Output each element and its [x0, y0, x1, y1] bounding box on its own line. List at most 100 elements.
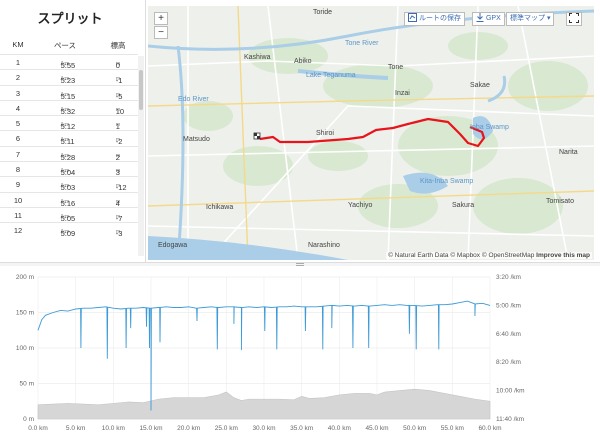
split-pace-value: 5:05	[60, 213, 76, 223]
split-row[interactable]: 11 5:05 /km -7 m	[0, 206, 138, 223]
split-pace-value: 5:16	[60, 198, 76, 208]
elevation-pace-chart[interactable]: 200 m 150 m 100 m 50 m 0 m 3:20 /km 5:00 /km 6:…	[0, 267, 600, 443]
map-type-select[interactable]: 標準マップ ▾	[506, 12, 555, 26]
x-tick-label: 40.0 km	[328, 425, 351, 432]
split-row[interactable]: 10 5:16 /km 4 m	[0, 191, 138, 208]
split-elevation: -1 m	[100, 73, 136, 85]
split-elevation-value: 1	[115, 122, 120, 132]
split-row[interactable]: 12 5:09 /km -3 m	[0, 222, 138, 239]
zoom-in-button[interactable]: +	[154, 12, 168, 25]
splits-header: KM ペース 標高	[0, 40, 138, 54]
split-km: 5	[15, 119, 21, 129]
split-pace-unit: /km	[60, 198, 70, 205]
map-attribution: © Natural Earth Data © Mapbox © OpenStre…	[386, 252, 592, 259]
split-row[interactable]: 9 5:03 /km -12 m	[0, 176, 138, 193]
split-pace-unit: /km	[60, 213, 70, 220]
split-elevation-unit: m	[115, 137, 121, 144]
header-km: KM	[12, 40, 24, 49]
split-elevation-unit: m	[115, 76, 121, 83]
header-elevation: 標高	[110, 41, 126, 50]
label-narashino: Narashino	[308, 242, 340, 249]
split-pace-value: 5:55	[60, 61, 76, 70]
x-tick-label: 45.0 km	[365, 425, 388, 432]
split-elevation: 3 m	[100, 165, 136, 178]
split-elevation-value: 2	[115, 152, 120, 162]
label-sakura: Sakura	[452, 202, 475, 209]
split-elevation: -5 m	[100, 89, 136, 101]
split-elevation-value: 0	[115, 61, 120, 70]
split-pace-value: 5:32	[60, 106, 76, 116]
zoom-out-button[interactable]: −	[154, 26, 168, 39]
save-route-label: ルートの保存	[418, 15, 461, 22]
header-pace: ペース	[53, 41, 77, 50]
split-pace-unit: /km	[60, 91, 70, 98]
split-pace: 5:23 /km	[44, 73, 86, 86]
split-row[interactable]: 7 5:28 /km 2 m	[0, 145, 138, 162]
split-elevation-unit: m	[115, 198, 121, 205]
y-left-tick-label: 200 m	[16, 274, 34, 281]
split-elevation: 0 m	[100, 58, 136, 70]
split-elevation: 4 m	[100, 196, 136, 208]
split-pace-value: 5:23	[60, 76, 76, 86]
split-elevation-value: 3	[115, 168, 120, 178]
x-tick-label: 55.0 km	[441, 425, 464, 432]
split-pace-value: 5:03	[60, 183, 76, 193]
split-pace-unit: /km	[60, 76, 70, 83]
split-pace-value: 5:28	[60, 152, 76, 162]
split-row[interactable]: 5 5:12 /km 1 m	[0, 115, 138, 132]
x-tick-label: 15.0 km	[139, 425, 162, 432]
route-line	[259, 117, 486, 148]
split-row[interactable]: 3 5:15 /km -5 m	[0, 84, 138, 101]
split-pace: 5:12 /km	[44, 119, 86, 132]
split-pace-unit: /km	[60, 106, 70, 113]
y-right-tick-label: 10:00 /km	[496, 388, 525, 395]
split-elevation-value: -3	[115, 229, 123, 239]
attribution-mapbox[interactable]: © Mapbox	[450, 252, 481, 259]
split-pace: 5:32 /km	[44, 104, 86, 116]
improve-map-link[interactable]: Improve this map	[536, 252, 590, 259]
map-base	[148, 6, 594, 260]
split-pace-value: 5:11	[60, 137, 75, 147]
route-map[interactable]: Toride Kashiwa Abiko Tone River Lake Teg…	[148, 6, 594, 260]
grip-icon	[296, 263, 304, 266]
split-pace-value: 5:09	[60, 229, 76, 239]
label-ichikawa: Ichikawa	[206, 204, 234, 211]
panel-resize-handle[interactable]	[0, 262, 600, 266]
y-right-tick-label: 11:40 /km	[496, 416, 524, 423]
split-pace-value: 5:15	[60, 91, 76, 101]
label-inba-swamp: Inba Swamp	[470, 124, 509, 131]
split-elevation-unit: m	[115, 122, 121, 129]
split-row[interactable]: 8 5:04 /km 3 m	[0, 161, 138, 178]
split-elevation-unit: m	[115, 152, 121, 159]
split-km: 4	[15, 103, 21, 113]
split-elevation-unit: m	[115, 183, 121, 190]
split-pace-value: 5:12	[60, 122, 76, 132]
attribution-natural-earth[interactable]: © Natural Earth Data	[388, 252, 449, 259]
y-left-tick-label: 0 m	[23, 416, 34, 423]
split-elevation: -3 m	[100, 226, 136, 239]
attribution-osm[interactable]: © OpenStreetMap	[481, 252, 535, 259]
split-row[interactable]: 6 5:11 /km -2 m	[0, 130, 138, 147]
split-pace-unit: /km	[60, 122, 70, 129]
split-row[interactable]: 1 5:55 /km 0 m	[0, 54, 138, 70]
scrollbar-thumb[interactable]	[139, 70, 143, 110]
label-lake-teganuma: Lake Teganuma	[306, 72, 356, 79]
label-narita: Narita	[559, 149, 578, 156]
label-tone: Tone	[388, 64, 404, 71]
split-elevation: 1 m	[100, 119, 136, 132]
split-pace: 5:09 /km	[44, 226, 86, 239]
split-km: 6	[15, 134, 21, 144]
save-route-button[interactable]: ルートの保存	[404, 12, 465, 26]
label-matsudo: Matsudo	[183, 136, 210, 143]
label-kashiwa: Kashiwa	[244, 54, 271, 61]
x-tick-label: 5.0 km	[66, 425, 86, 432]
split-elevation-unit: m	[115, 91, 121, 98]
fullscreen-button[interactable]	[566, 12, 582, 26]
label-edogawa: Edogawa	[158, 242, 188, 249]
split-km: 1	[15, 58, 21, 67]
splits-scrollbar[interactable]	[138, 56, 144, 256]
split-row[interactable]: 4 5:32 /km 10 m	[0, 99, 138, 116]
split-row[interactable]: 2 5:23 /km -1 m	[0, 69, 138, 86]
gpx-download-button[interactable]: GPX	[472, 12, 505, 26]
